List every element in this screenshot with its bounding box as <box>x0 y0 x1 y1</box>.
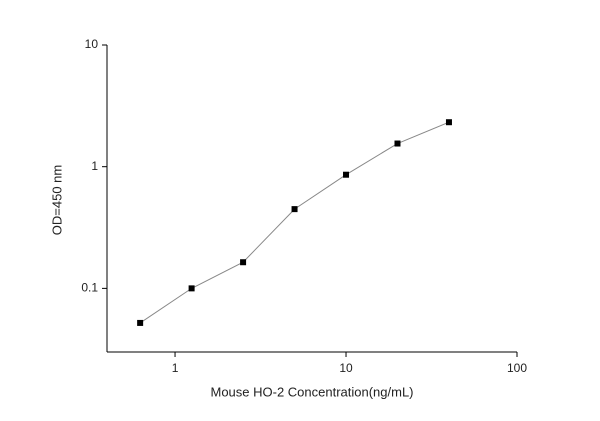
x-tick-label: 1 <box>172 361 179 375</box>
data-point <box>445 119 452 126</box>
data-point <box>240 259 247 266</box>
data-point <box>343 171 350 178</box>
data-point <box>137 319 144 326</box>
series-line <box>139 121 450 324</box>
y-tick-label: 10 <box>85 37 99 51</box>
x-axis-label: Mouse HO-2 Concentration(ng/mL) <box>210 384 413 399</box>
data-point <box>188 285 195 292</box>
y-tick-label: 1 <box>91 159 98 173</box>
y-tick-label: 0.1 <box>81 281 98 295</box>
data-point <box>291 206 298 213</box>
data-point <box>394 140 401 147</box>
y-axis-label: OD=450 nm <box>49 165 64 235</box>
x-tick-label: 100 <box>507 361 527 375</box>
x-tick-label: 10 <box>339 361 353 375</box>
